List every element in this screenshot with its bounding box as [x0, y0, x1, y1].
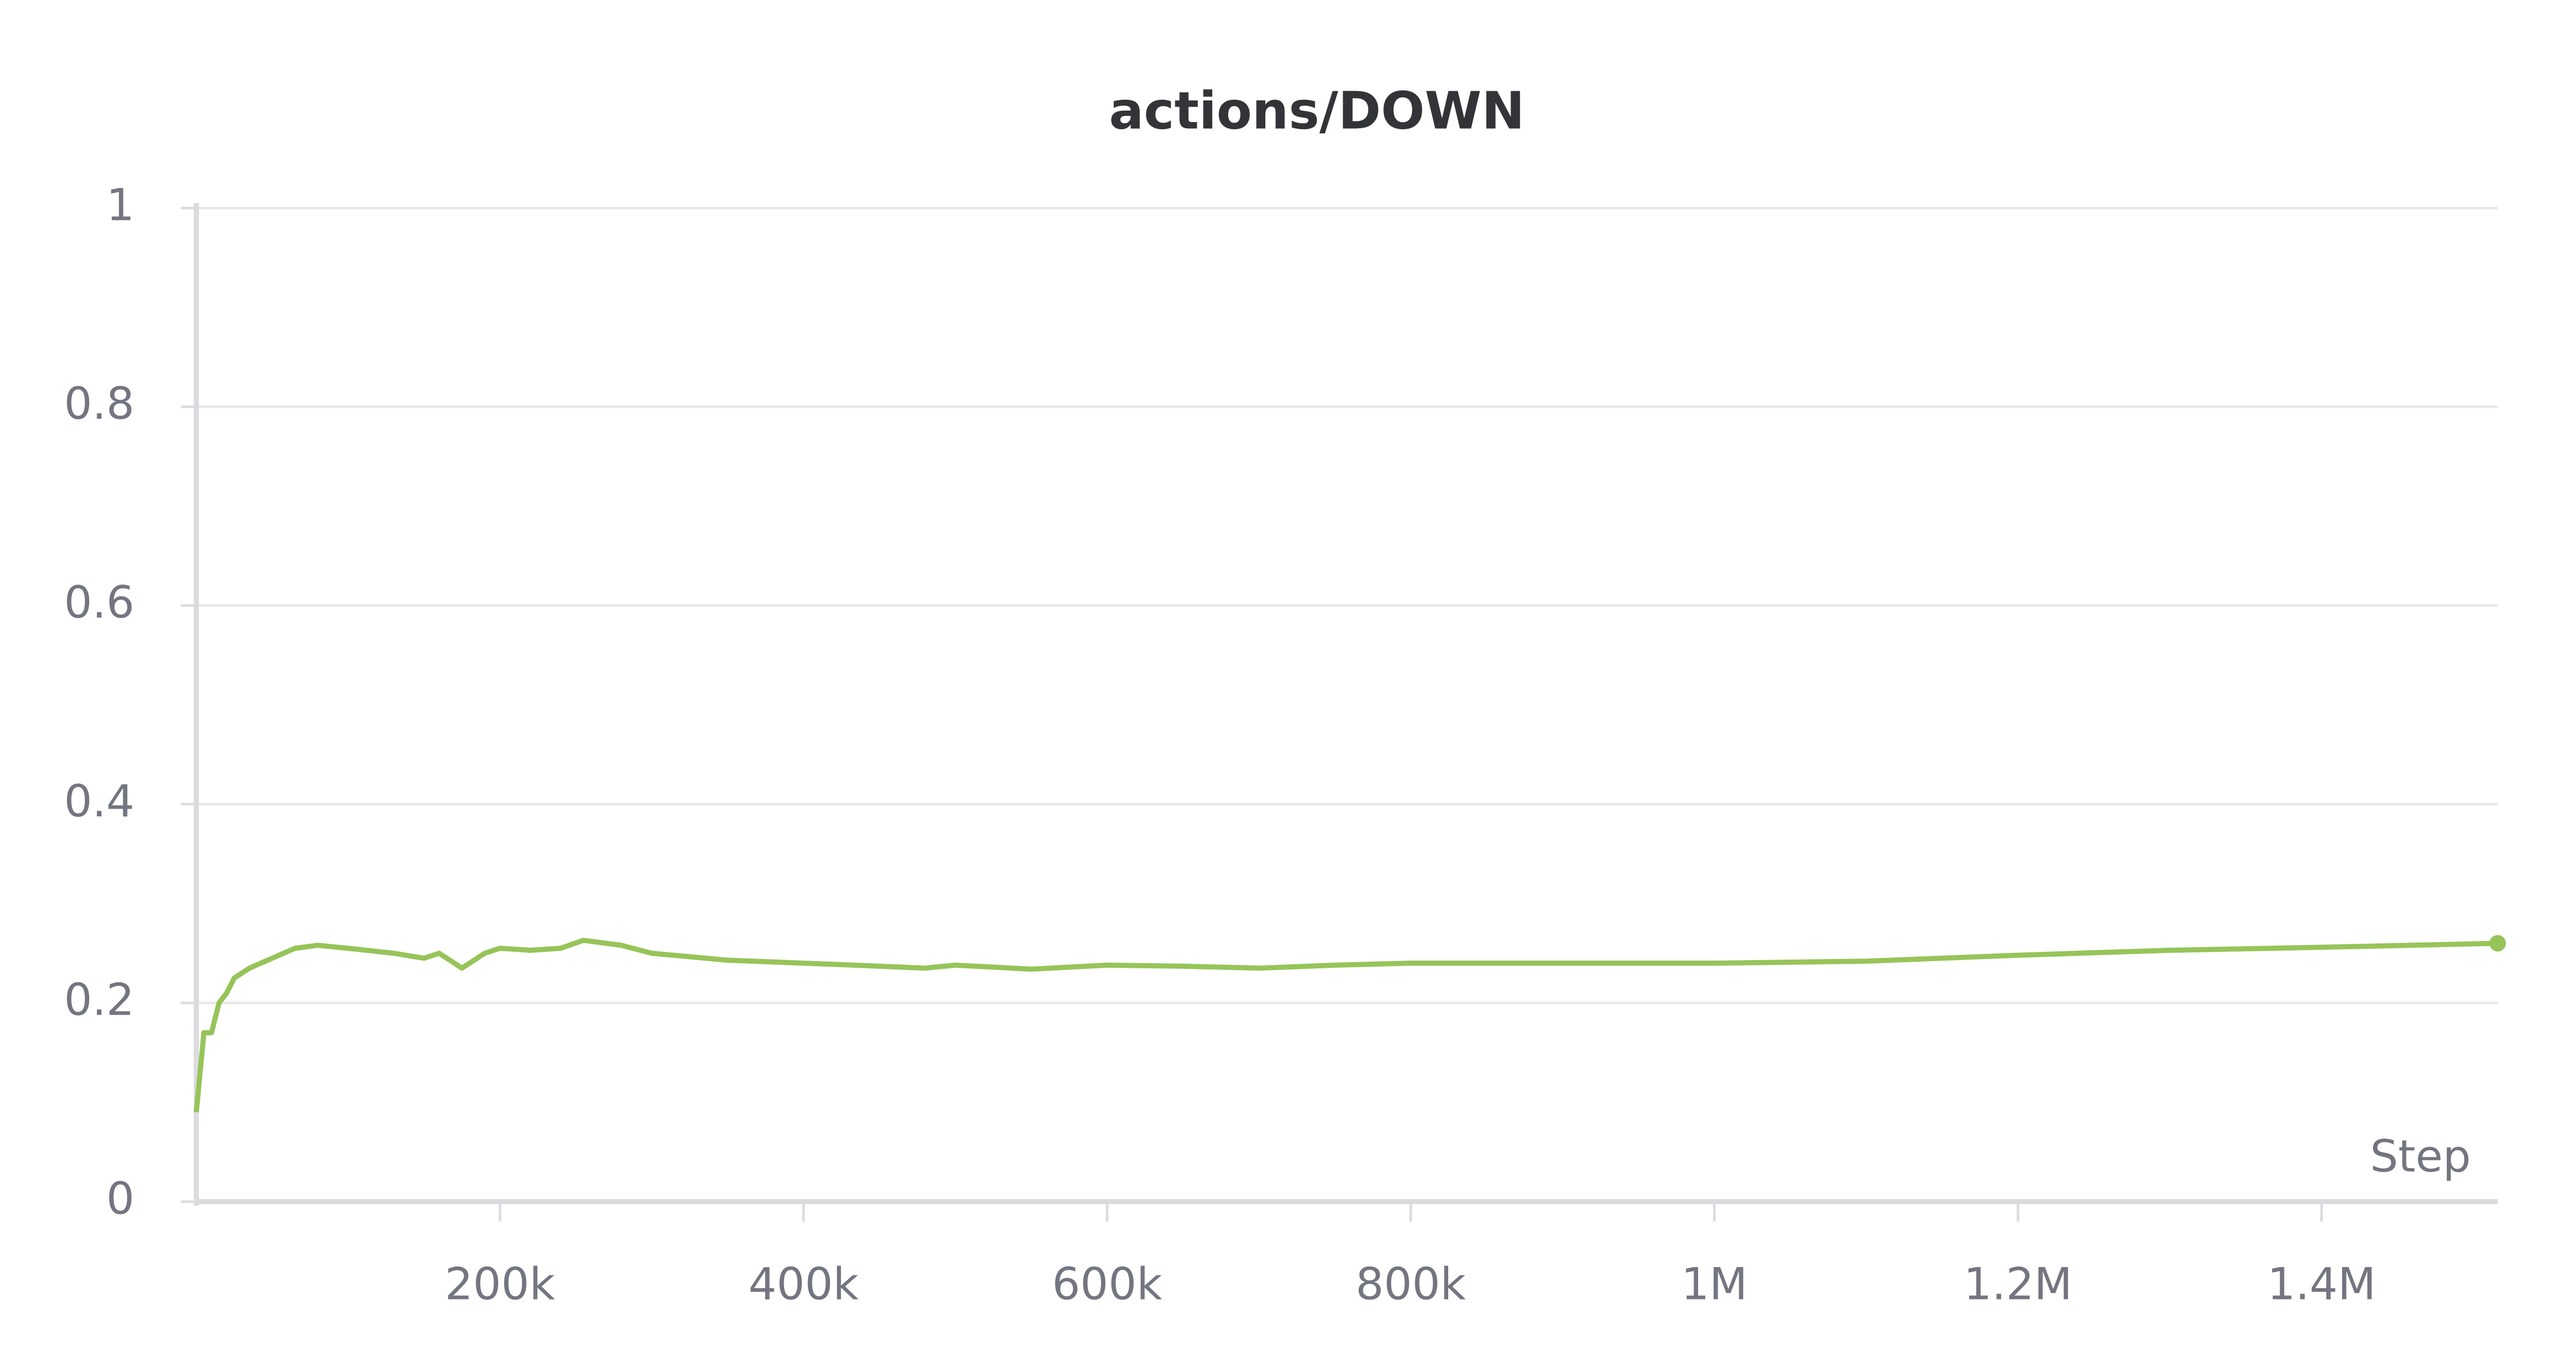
- x-tick-label: 600k: [1052, 1258, 1162, 1310]
- y-tick-label: 0.4: [64, 776, 134, 827]
- y-tick-label: 1: [106, 179, 134, 231]
- x-tick-label: 1.4M: [2267, 1258, 2376, 1310]
- x-axis-label: Step: [2370, 1131, 2471, 1182]
- end-point: [2489, 935, 2506, 952]
- x-tick-label: 1M: [1681, 1258, 1748, 1310]
- y-tick-label: 0: [106, 1173, 134, 1224]
- y-tick-label: 0.6: [64, 577, 134, 628]
- data-line: [194, 937, 2498, 1113]
- x-tick-label: 800k: [1355, 1258, 1466, 1310]
- x-tick-label: 400k: [749, 1258, 859, 1310]
- x-tick-label: 1.2M: [1963, 1258, 2072, 1310]
- x-tick-label: 200k: [445, 1258, 555, 1310]
- chart-title: actions/DOWN: [1109, 80, 1525, 141]
- y-tick-label: 0.8: [64, 378, 134, 430]
- y-tick-label: 0.2: [64, 974, 134, 1026]
